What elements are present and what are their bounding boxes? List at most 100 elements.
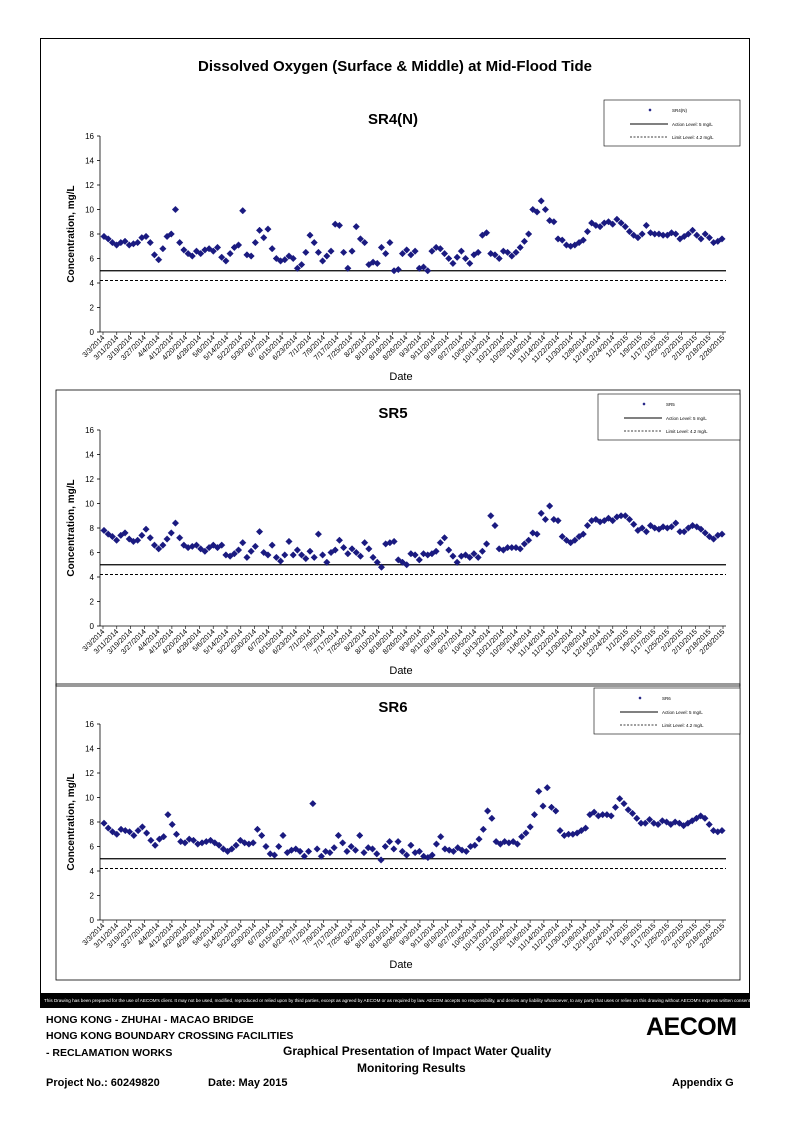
drawing-date: Date: May 2015 bbox=[208, 1077, 288, 1089]
data-point bbox=[672, 230, 680, 238]
y-tick-label: 6 bbox=[90, 843, 95, 852]
data-point bbox=[474, 248, 482, 256]
legend-box bbox=[597, 393, 741, 441]
data-point bbox=[275, 842, 283, 851]
y-axis-label: Concentration, mg/L bbox=[66, 185, 77, 282]
data-point bbox=[398, 558, 407, 566]
data-point bbox=[428, 247, 436, 255]
data-point bbox=[592, 221, 600, 230]
data-point bbox=[638, 230, 646, 238]
data-point bbox=[176, 238, 184, 247]
data-point bbox=[407, 251, 415, 259]
data-point bbox=[454, 844, 462, 852]
y-axis-label: Concentration, mg/L bbox=[66, 479, 77, 576]
data-point bbox=[701, 230, 709, 238]
data-point bbox=[121, 237, 129, 245]
data-point bbox=[535, 787, 543, 795]
data-point bbox=[482, 229, 491, 237]
data-point bbox=[609, 517, 617, 525]
data-point bbox=[466, 259, 474, 267]
y-tick-label: 4 bbox=[90, 279, 95, 288]
data-point bbox=[445, 254, 453, 263]
project-name-line2: HONG KONG BOUNDARY CROSSING FACILITIES bbox=[46, 1030, 294, 1042]
data-point bbox=[582, 824, 590, 832]
data-point bbox=[232, 841, 240, 849]
data-point bbox=[330, 844, 338, 852]
data-point bbox=[611, 803, 620, 811]
data-point bbox=[377, 243, 386, 252]
data-point bbox=[172, 830, 181, 838]
data-point bbox=[638, 524, 646, 532]
data-point bbox=[134, 238, 142, 247]
data-point bbox=[361, 539, 369, 547]
data-point bbox=[314, 530, 322, 538]
data-point bbox=[432, 840, 441, 848]
chart-title: SR4(N) bbox=[368, 111, 418, 128]
data-point bbox=[268, 245, 276, 253]
data-point bbox=[617, 219, 625, 227]
data-point bbox=[522, 829, 530, 837]
data-point bbox=[504, 248, 512, 256]
data-point bbox=[583, 521, 592, 530]
project-name-line3: - RECLAMATION WORKS bbox=[46, 1047, 173, 1059]
data-point bbox=[184, 250, 192, 258]
data-point bbox=[255, 226, 264, 234]
data-point bbox=[621, 223, 629, 231]
data-point bbox=[289, 254, 297, 263]
data-point bbox=[543, 784, 551, 792]
y-tick-label: 8 bbox=[90, 818, 95, 827]
data-point bbox=[530, 811, 539, 819]
data-point bbox=[279, 831, 287, 840]
data-point bbox=[100, 819, 108, 827]
data-point bbox=[201, 547, 209, 555]
data-point bbox=[672, 519, 680, 527]
data-point bbox=[646, 229, 655, 237]
data-point bbox=[197, 250, 205, 258]
data-point bbox=[226, 250, 234, 258]
y-tick-label: 14 bbox=[85, 451, 94, 460]
data-point bbox=[385, 838, 394, 846]
data-point bbox=[537, 197, 545, 205]
data-point bbox=[651, 524, 659, 532]
data-point bbox=[558, 532, 566, 541]
data-point bbox=[609, 220, 617, 228]
y-tick-label: 4 bbox=[90, 867, 95, 876]
legend-limit-label: Limit Level: 4.2 mg/L bbox=[672, 135, 714, 140]
data-point bbox=[249, 839, 257, 847]
data-point bbox=[697, 235, 705, 243]
data-point bbox=[192, 247, 201, 255]
data-point bbox=[445, 546, 453, 554]
data-point bbox=[457, 247, 465, 255]
data-point bbox=[625, 227, 634, 236]
data-point bbox=[705, 234, 713, 242]
data-point bbox=[680, 528, 688, 536]
data-point bbox=[604, 514, 613, 522]
aecom-logo: AECOM bbox=[646, 1013, 737, 1041]
data-point bbox=[125, 828, 134, 836]
data-point bbox=[171, 519, 180, 527]
data-point bbox=[323, 252, 331, 260]
project-name-line1: HONG KONG - ZHUHAI - MACAO BRIDGE bbox=[46, 1014, 254, 1026]
data-point bbox=[592, 515, 600, 524]
data-point bbox=[428, 851, 436, 859]
data-point bbox=[181, 839, 189, 847]
data-point bbox=[634, 234, 642, 242]
data-point bbox=[339, 839, 347, 847]
data-point bbox=[164, 811, 172, 819]
data-point bbox=[693, 231, 701, 239]
data-point bbox=[266, 850, 274, 858]
data-point bbox=[436, 539, 444, 547]
data-point bbox=[361, 238, 369, 247]
data-point bbox=[488, 814, 496, 822]
legend-box bbox=[603, 99, 741, 147]
data-point bbox=[487, 512, 495, 520]
data-point bbox=[445, 846, 453, 854]
data-point bbox=[264, 551, 272, 559]
data-point bbox=[453, 558, 461, 566]
data-point bbox=[562, 241, 571, 249]
data-point bbox=[541, 515, 550, 524]
data-point bbox=[306, 231, 314, 239]
data-point bbox=[298, 261, 306, 269]
data-point bbox=[264, 225, 272, 233]
chart-panel-border bbox=[55, 683, 741, 981]
